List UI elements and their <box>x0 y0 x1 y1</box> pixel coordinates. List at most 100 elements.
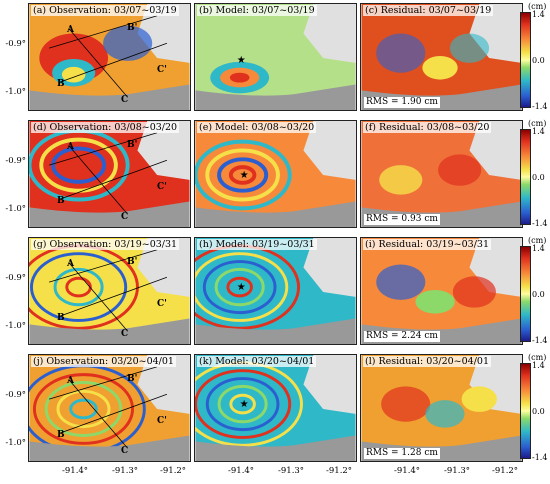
panel-title: (d) Observation: 03/08~03/20 <box>31 122 180 133</box>
colorbar-min: -1.4 <box>532 336 548 345</box>
colorbar <box>520 12 531 108</box>
colorbar <box>520 246 531 342</box>
profile-label-a: A <box>67 376 74 386</box>
y-axis-label: -1.0° <box>5 438 26 448</box>
model-map: ★ <box>195 121 356 227</box>
rms-label: RMS = 0.93 cm <box>364 214 440 225</box>
colorbar-unit: (cm) <box>528 236 547 245</box>
profile-label-c: C <box>121 446 129 456</box>
x-axis-label: -91.2° <box>492 466 519 476</box>
x-axis-label: -91.2° <box>326 466 353 476</box>
y-axis-label: -0.9° <box>5 39 26 49</box>
panel-j-observation: (j) Observation: 03/20~04/01 A B' C' B C <box>28 354 191 462</box>
y-axis-label: -1.0° <box>5 87 26 97</box>
x-axis-label: -91.3° <box>112 466 139 476</box>
model-map: ★ <box>195 355 356 461</box>
profile-label-c: C <box>121 329 129 339</box>
y-axis-label: -0.9° <box>5 156 26 166</box>
panel-title: (l) Residual: 03/20~04/01 <box>363 356 491 367</box>
rms-label: RMS = 2.24 cm <box>364 331 440 342</box>
profile-label-c-prime: C' <box>157 182 167 192</box>
svg-text:★: ★ <box>240 170 249 181</box>
colorbar-mid: 0.0 <box>532 173 545 182</box>
y-axis-label: -1.0° <box>5 321 26 331</box>
colorbar-min: -1.4 <box>532 102 548 111</box>
rms-label: RMS = 1.90 cm <box>364 97 440 108</box>
colorbar-mid: 0.0 <box>532 290 545 299</box>
profile-label-b-prime: B' <box>127 257 138 267</box>
model-map: ★ <box>195 238 356 344</box>
profile-label-b: B <box>57 430 65 440</box>
profile-label-a: A <box>67 25 74 35</box>
panel-f-residual: (f) Residual: 03/08~03/20 RMS = 0.93 cm <box>360 120 523 228</box>
panel-c-residual: (c) Residual: 03/07~03/19 RMS = 1.90 cm <box>360 3 523 111</box>
x-axis-label: -91.4° <box>394 466 421 476</box>
profile-label-c: C <box>121 212 129 222</box>
profile-label-b-prime: B' <box>127 374 138 384</box>
panel-title: (e) Model: 03/08~03/20 <box>197 122 317 133</box>
panel-title: (h) Model: 03/19~03/31 <box>197 239 317 250</box>
profile-label-c-prime: C' <box>157 299 167 309</box>
panel-i-residual: (i) Residual: 03/19~03/31 RMS = 2.24 cm <box>360 237 523 345</box>
residual-map <box>361 238 522 344</box>
profile-label-a: A <box>67 142 74 152</box>
colorbar-max: 1.4 <box>532 244 545 253</box>
panel-title: (k) Model: 03/20~04/01 <box>197 356 317 367</box>
profile-label-a: A <box>67 259 74 269</box>
panel-a-observation: (a) Observation: 03/07~03/19 A B' C' B C <box>28 3 191 111</box>
profile-label-b-prime: B' <box>127 140 138 150</box>
colorbar-max: 1.4 <box>532 361 545 370</box>
x-axis-label: -91.2° <box>160 466 187 476</box>
interferogram-map <box>29 4 190 110</box>
panel-title: (i) Residual: 03/19~03/31 <box>363 239 491 250</box>
svg-text:★: ★ <box>237 282 246 293</box>
profile-label-c: C <box>121 95 129 105</box>
panel-l-residual: (l) Residual: 03/20~04/01 RMS = 1.28 cm <box>360 354 523 462</box>
colorbar <box>520 129 531 225</box>
panel-b-model: ★ (b) Model: 03/07~03/19 <box>194 3 357 111</box>
x-axis-label: -91.3° <box>278 466 305 476</box>
panel-g-observation: (g) Observation: 03/19~03/31 A B' C' B C <box>28 237 191 345</box>
profile-label-b: B <box>57 196 65 206</box>
residual-map <box>361 355 522 461</box>
y-axis-label: -0.9° <box>5 273 26 283</box>
y-axis-label: -0.9° <box>5 390 26 400</box>
interferogram-map <box>29 121 190 227</box>
profile-label-c-prime: C' <box>157 416 167 426</box>
panel-title: (c) Residual: 03/07~03/19 <box>363 5 494 16</box>
colorbar-min: -1.4 <box>532 219 548 228</box>
svg-text:★: ★ <box>240 399 249 410</box>
profile-label-b-prime: B' <box>127 23 138 33</box>
panel-k-model: ★ (k) Model: 03/20~04/01 <box>194 354 357 462</box>
svg-text:★: ★ <box>237 55 246 66</box>
colorbar-min: -1.4 <box>532 453 548 462</box>
panel-title: (f) Residual: 03/08~03/20 <box>363 122 492 133</box>
panel-e-model: ★ (e) Model: 03/08~03/20 <box>194 120 357 228</box>
model-map: ★ <box>195 4 356 110</box>
panel-title: (g) Observation: 03/19~03/31 <box>31 239 180 250</box>
colorbar-mid: 0.0 <box>532 407 545 416</box>
panel-title: (a) Observation: 03/07~03/19 <box>31 5 179 16</box>
rms-label: RMS = 1.28 cm <box>364 448 440 459</box>
x-axis-label: -91.4° <box>228 466 255 476</box>
colorbar-mid: 0.0 <box>532 56 545 65</box>
x-axis-label: -91.3° <box>444 466 471 476</box>
panel-h-model: ★ (h) Model: 03/19~03/31 <box>194 237 357 345</box>
panel-title: (b) Model: 03/07~03/19 <box>197 5 317 16</box>
colorbar-unit: (cm) <box>528 353 547 362</box>
interferogram-map <box>29 355 190 461</box>
panel-d-observation: (d) Observation: 03/08~03/20 A B' C' B C <box>28 120 191 228</box>
profile-label-b: B <box>57 79 65 89</box>
residual-map <box>361 4 522 110</box>
y-axis-label: -1.0° <box>5 204 26 214</box>
colorbar <box>520 363 531 459</box>
colorbar-unit: (cm) <box>528 119 547 128</box>
residual-map <box>361 121 522 227</box>
profile-label-b: B <box>57 313 65 323</box>
interferogram-map <box>29 238 190 344</box>
x-axis-label: -91.4° <box>62 466 89 476</box>
profile-label-c-prime: C' <box>157 65 167 75</box>
colorbar-max: 1.4 <box>532 10 545 19</box>
colorbar-unit: (cm) <box>528 2 547 11</box>
colorbar-max: 1.4 <box>532 127 545 136</box>
